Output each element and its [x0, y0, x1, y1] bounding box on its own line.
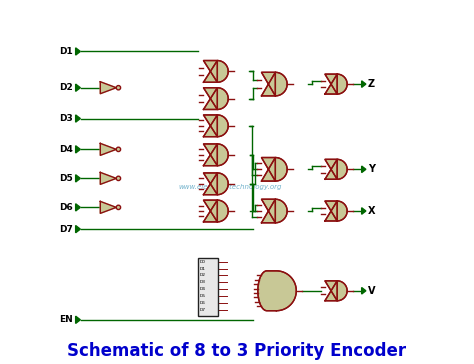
Polygon shape: [100, 143, 116, 155]
Text: D5: D5: [59, 174, 73, 183]
Circle shape: [116, 205, 120, 210]
Text: D7: D7: [200, 308, 205, 312]
Polygon shape: [100, 201, 116, 213]
Polygon shape: [76, 226, 81, 233]
Text: D2: D2: [200, 273, 205, 277]
Circle shape: [116, 147, 120, 151]
Text: EN: EN: [59, 315, 73, 324]
Polygon shape: [262, 158, 287, 181]
Text: D4: D4: [59, 145, 73, 154]
Text: D6: D6: [59, 203, 73, 212]
Polygon shape: [362, 166, 366, 173]
Text: D3: D3: [59, 114, 73, 123]
Polygon shape: [203, 115, 228, 136]
Polygon shape: [325, 281, 347, 301]
Text: D4: D4: [200, 287, 205, 291]
Polygon shape: [325, 159, 347, 179]
Polygon shape: [362, 208, 366, 214]
Text: www.electricaltechnology.org: www.electricaltechnology.org: [178, 185, 282, 190]
Text: D1: D1: [200, 266, 205, 270]
Polygon shape: [203, 200, 228, 222]
Text: X: X: [368, 206, 375, 216]
Polygon shape: [76, 204, 81, 211]
Text: D0: D0: [200, 260, 205, 264]
Polygon shape: [76, 48, 81, 55]
Polygon shape: [76, 115, 81, 122]
Polygon shape: [362, 81, 366, 87]
Text: Z: Z: [368, 79, 375, 89]
Polygon shape: [100, 82, 116, 94]
Polygon shape: [203, 173, 228, 195]
Text: D5: D5: [200, 294, 206, 298]
Circle shape: [116, 86, 120, 90]
Polygon shape: [203, 60, 228, 82]
Polygon shape: [100, 173, 116, 184]
Polygon shape: [325, 74, 347, 94]
Text: D7: D7: [59, 225, 73, 234]
Text: V: V: [368, 286, 375, 296]
Polygon shape: [76, 146, 81, 153]
Polygon shape: [262, 72, 287, 96]
Polygon shape: [76, 175, 81, 182]
Bar: [198, 258, 218, 316]
Polygon shape: [362, 288, 366, 294]
Text: Y: Y: [368, 164, 375, 174]
Polygon shape: [262, 199, 287, 223]
Text: D6: D6: [200, 301, 205, 305]
Text: D2: D2: [59, 83, 73, 92]
Polygon shape: [76, 316, 81, 324]
Circle shape: [116, 176, 120, 181]
Text: Schematic of 8 to 3 Priority Encoder: Schematic of 8 to 3 Priority Encoder: [67, 342, 407, 360]
Text: D3: D3: [200, 280, 205, 284]
Polygon shape: [203, 88, 228, 110]
Polygon shape: [76, 84, 81, 91]
Polygon shape: [258, 271, 296, 311]
Text: D1: D1: [59, 47, 73, 56]
Polygon shape: [203, 144, 228, 166]
Polygon shape: [325, 201, 347, 221]
